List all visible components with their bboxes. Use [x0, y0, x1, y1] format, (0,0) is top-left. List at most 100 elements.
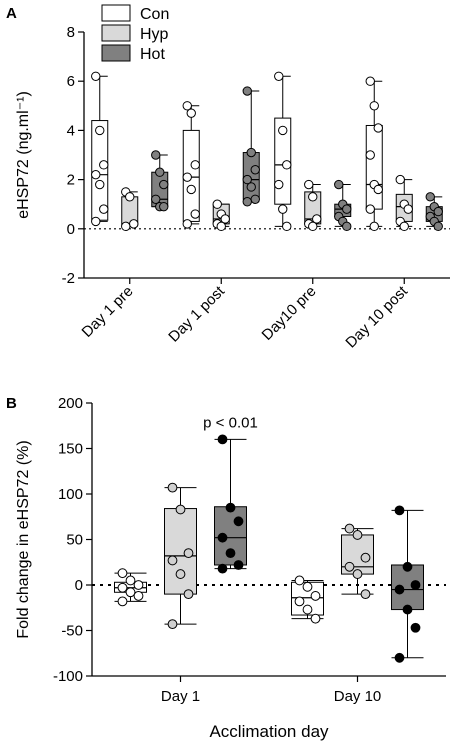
data-point — [282, 221, 292, 232]
data-point — [121, 221, 131, 232]
y-tick-label: 2 — [67, 172, 75, 189]
data-point — [369, 221, 379, 232]
data-point — [95, 179, 105, 190]
data-point — [155, 167, 165, 177]
data-point — [278, 204, 288, 214]
data-point — [183, 589, 194, 599]
y-tick-label: 4 — [67, 122, 75, 139]
data-point — [365, 204, 375, 214]
y-tick-label: 0 — [67, 221, 75, 238]
y-tick-label: -50 — [61, 623, 83, 640]
data-point — [225, 548, 236, 559]
panel-label-a: A — [6, 5, 17, 22]
data-point — [190, 160, 200, 170]
data-point — [360, 552, 371, 563]
data-point — [242, 174, 252, 185]
data-point — [217, 563, 228, 574]
data-point — [302, 604, 313, 615]
data-point — [302, 581, 313, 592]
data-point — [159, 201, 169, 212]
x-tick-label: Day 1 — [161, 688, 200, 705]
y-tick-label: 200 — [58, 395, 83, 412]
data-point — [394, 584, 405, 595]
y-tick-label: 50 — [66, 532, 83, 549]
data-point — [125, 587, 136, 598]
data-point — [233, 560, 244, 570]
data-point — [369, 101, 379, 111]
data-point — [294, 575, 305, 586]
data-point — [182, 101, 192, 111]
data-point — [394, 505, 405, 516]
data-point — [433, 221, 443, 232]
panel-a-chart: -2 0 2 4 6 8 Day 1 pre Day 1 post Day10 pre Day 1… — [15, 24, 450, 351]
data-point — [159, 179, 169, 190]
data-point — [310, 591, 321, 601]
data-point — [133, 591, 144, 601]
data-point — [212, 199, 222, 209]
data-point — [310, 613, 321, 624]
y-axis-label: Fold change in eHSP72 (%) — [15, 440, 32, 638]
data-point — [190, 209, 200, 219]
data-point — [342, 221, 352, 232]
y-tick-label: 0 — [75, 577, 83, 594]
data-point — [91, 169, 101, 180]
y-tick-label: -100 — [53, 668, 83, 685]
data-point — [117, 582, 128, 593]
data-point — [334, 179, 344, 190]
data-point — [360, 589, 371, 599]
data-point — [403, 204, 413, 214]
data-point — [274, 71, 284, 81]
x-tick-label: Day 10 post — [342, 282, 411, 351]
data-point — [282, 160, 292, 170]
data-point — [373, 123, 383, 133]
data-point — [410, 622, 421, 633]
x-tick-label: Day 1 pre — [79, 283, 137, 341]
data-point — [182, 172, 192, 182]
data-point — [433, 206, 443, 217]
data-point — [344, 561, 355, 572]
data-point — [294, 596, 305, 607]
data-point — [304, 179, 314, 190]
y-axis-label: eHSP72 (ng.ml⁻¹) — [15, 91, 32, 219]
legend: Con Hyp Hot — [101, 4, 169, 63]
panel-b-chart: -100 -50 0 50 100 150 200 Day 1 Day 10 Fold chang… — [15, 395, 446, 741]
data-point — [91, 71, 101, 81]
y-tick-label: 8 — [67, 24, 75, 41]
data-point — [425, 192, 435, 202]
data-point — [220, 214, 230, 224]
data-point — [217, 434, 228, 445]
y-tick-label: -2 — [62, 270, 75, 287]
data-point — [133, 580, 144, 590]
data-point — [352, 530, 363, 540]
data-point — [394, 652, 405, 663]
data-point — [182, 219, 192, 229]
data-point — [308, 192, 318, 202]
y-tick-label: 6 — [67, 73, 75, 90]
data-point — [233, 516, 244, 527]
data-point — [250, 194, 260, 204]
data-point — [246, 147, 256, 158]
data-point — [308, 221, 318, 232]
data-point — [225, 502, 236, 513]
data-point — [410, 580, 421, 590]
data-point — [91, 216, 101, 227]
data-point — [373, 184, 383, 195]
data-point — [117, 596, 128, 607]
data-point — [242, 197, 252, 207]
box-con — [365, 124, 383, 210]
panel-label-b: B — [6, 395, 17, 412]
y-tick-label: 150 — [58, 441, 83, 458]
legend-label: Con — [140, 6, 169, 23]
data-point — [250, 165, 260, 175]
data-point — [175, 569, 186, 579]
legend-swatch-con — [101, 4, 131, 22]
data-point — [399, 221, 409, 232]
x-tick-label: Day 10 — [334, 688, 382, 705]
data-point — [395, 174, 405, 185]
data-point — [186, 108, 196, 118]
data-point — [167, 482, 178, 493]
data-point — [352, 569, 363, 579]
legend-label: Hot — [140, 46, 165, 63]
data-point — [99, 160, 109, 170]
